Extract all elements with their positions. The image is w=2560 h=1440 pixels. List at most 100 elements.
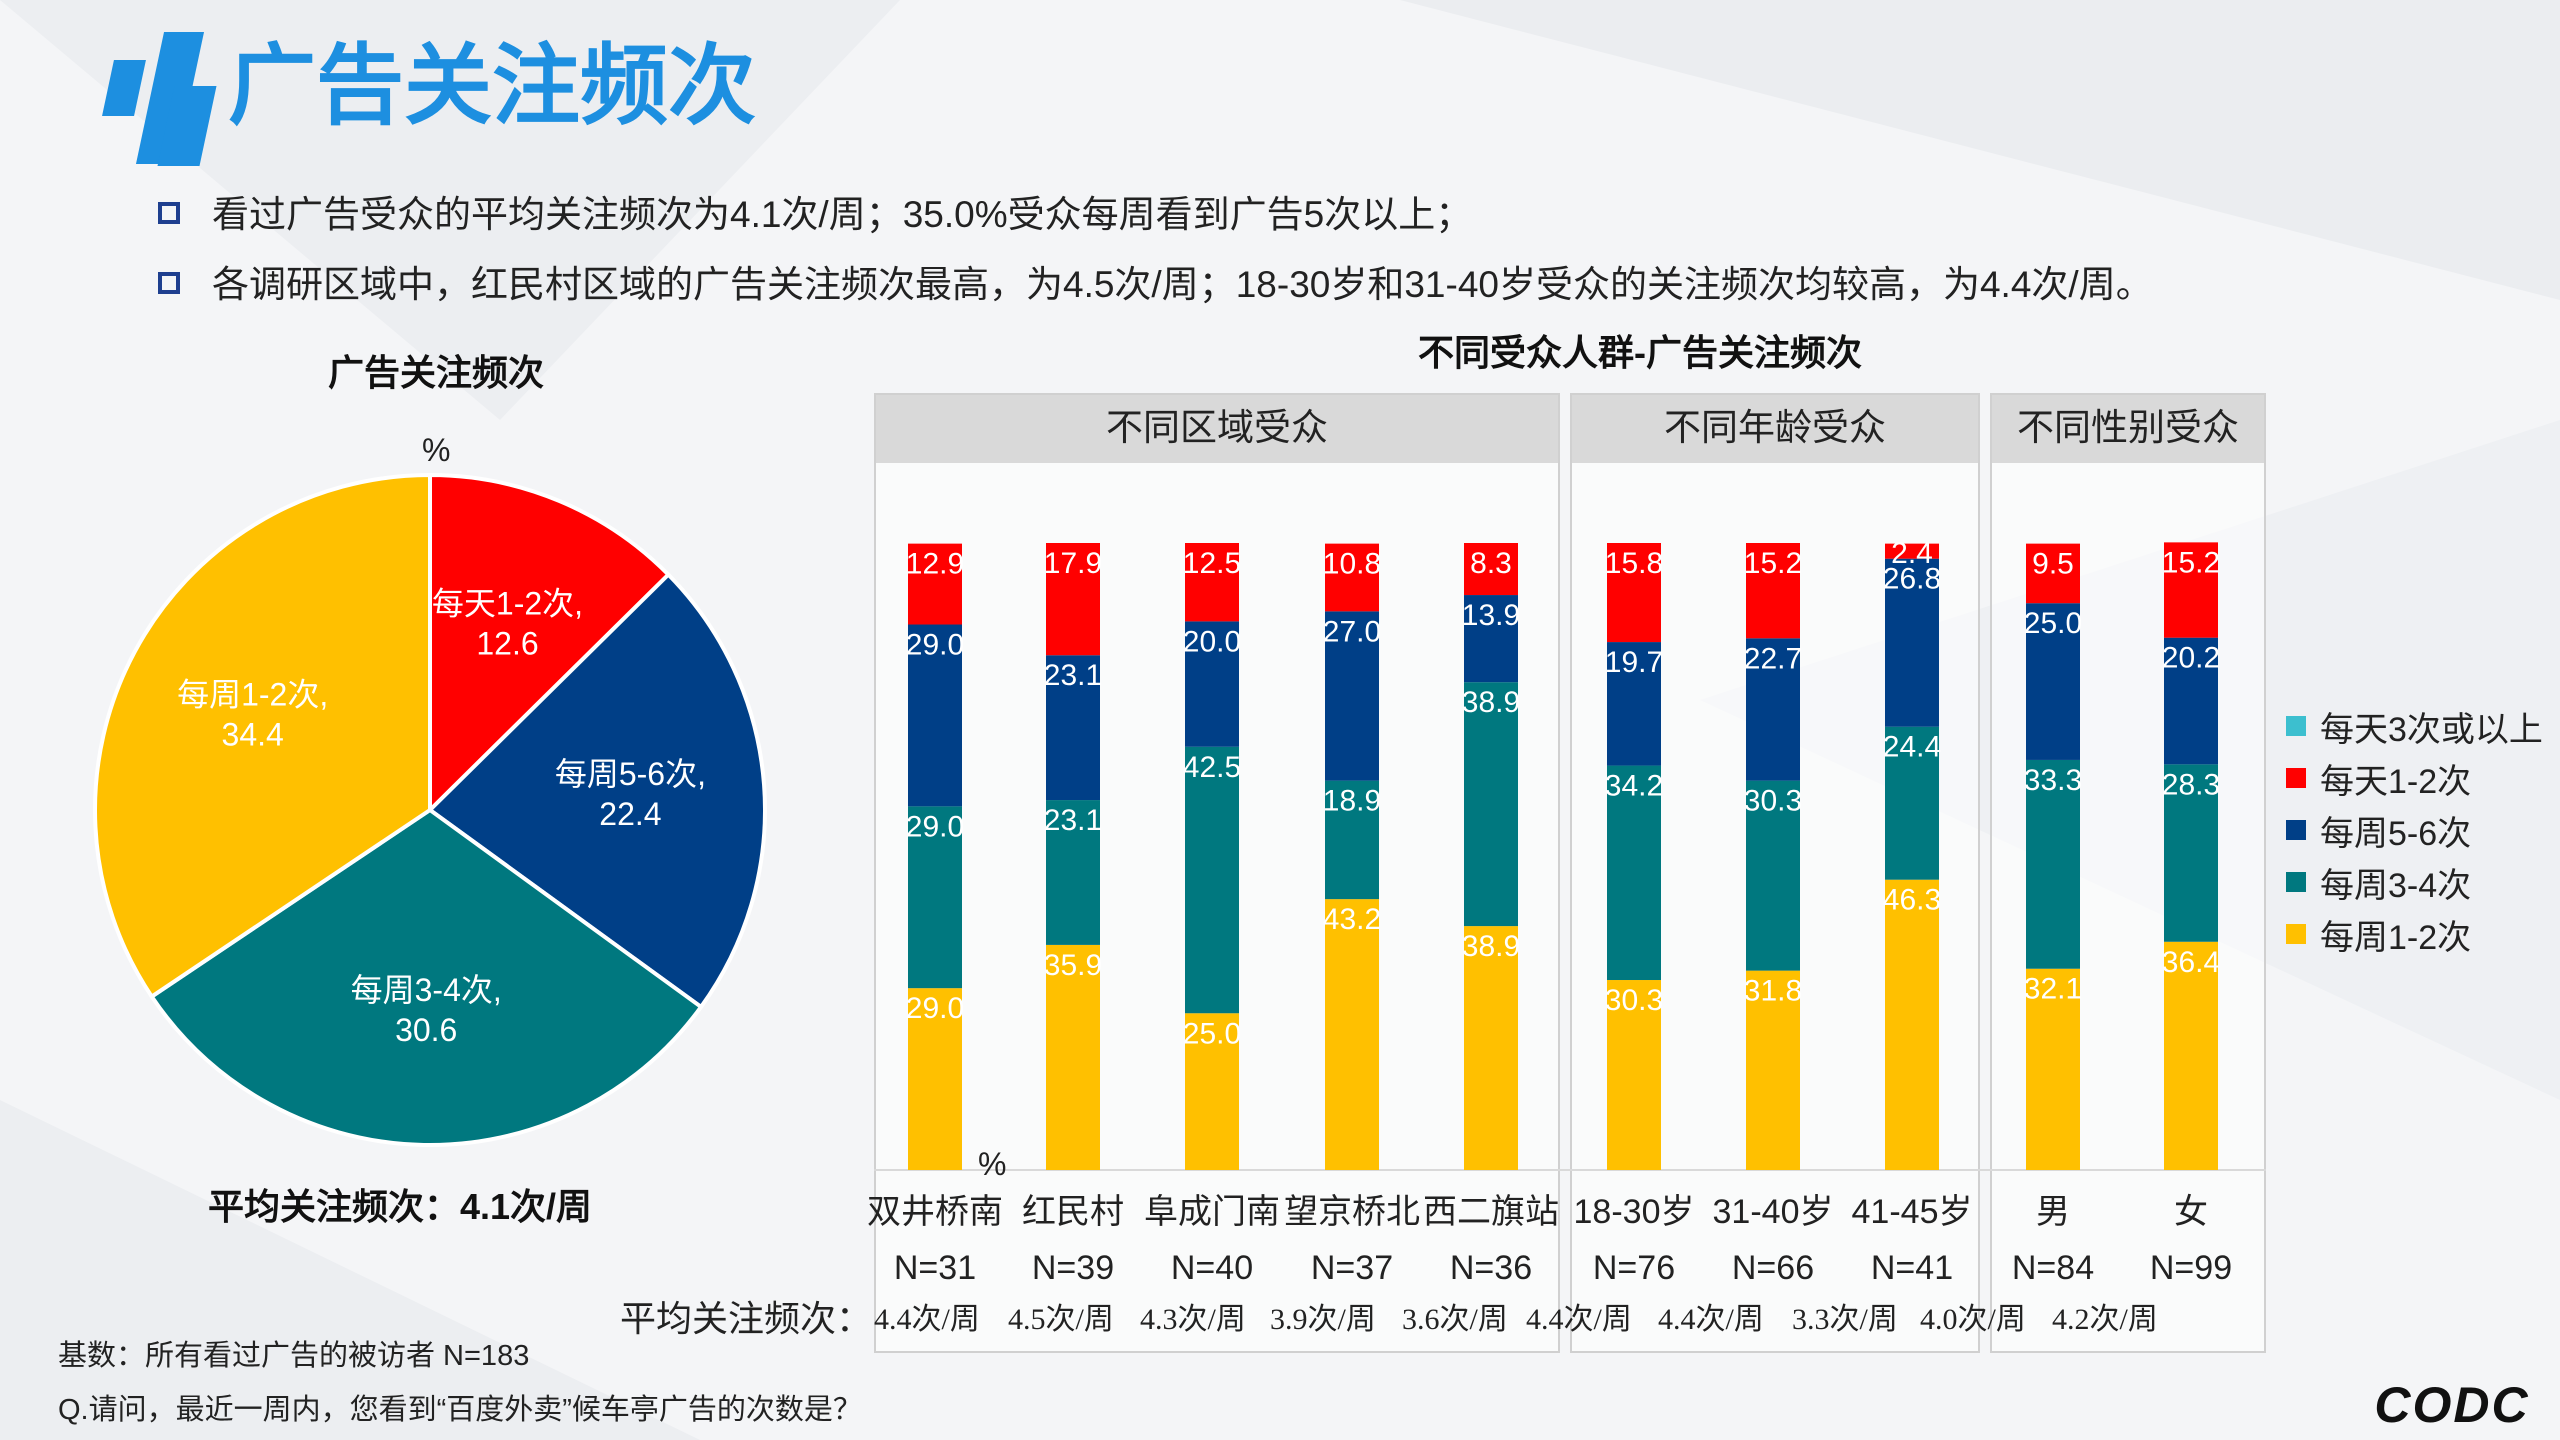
pie-slice-label: 每天1-2次, <box>432 586 583 622</box>
bar-segment <box>2164 764 2218 942</box>
bar-value-label: 20.0 <box>1183 625 1241 658</box>
bar-segment <box>1607 543 1661 643</box>
bar-value-label: 32.1 <box>2024 973 2082 1006</box>
bar-value-label: 9.5 <box>2032 548 2074 581</box>
bar-value-label: 34.2 <box>1605 770 1663 803</box>
pie-average: 平均关注频次：4.1次/周 <box>208 1186 593 1227</box>
pie-slice-label: 每周5-6次, <box>555 756 706 792</box>
avg-frequency-value: 3.6次/周 <box>1402 1303 1508 1336</box>
category-label: 女 <box>2174 1193 2208 1231</box>
bar-value-label: 30.3 <box>1744 785 1802 818</box>
legend-swatch <box>2286 924 2306 944</box>
legend: 每天3次或以上 每天1-2次 每周5-6次 每周3-4次 每周1-2次 <box>2286 700 2543 960</box>
bar-segment <box>1746 780 1800 971</box>
panel-gender-header: 不同性别受众 <box>1990 393 2266 463</box>
bar-value-label: 38.9 <box>1462 930 1520 963</box>
avg-frequency-value: 3.3次/周 <box>1792 1303 1898 1336</box>
avg-row-label: 平均关注频次： <box>620 1299 873 1339</box>
avg-frequency-value: 4.4次/周 <box>874 1303 980 1336</box>
legend-label: 每天1-2次 <box>2320 762 2472 801</box>
pie-slice <box>93 472 432 1000</box>
bullet-square-icon <box>158 272 180 295</box>
bar-segment <box>1464 926 1518 1170</box>
bar-segment <box>1885 558 1939 727</box>
sample-size-label: N=66 <box>1731 1249 1815 1287</box>
bar-segment <box>1607 980 1661 1170</box>
bar-segment <box>1185 746 1239 1014</box>
bar-value-label: 8.3 <box>1470 547 1512 580</box>
sample-size-label: N=76 <box>1592 1249 1676 1287</box>
pie-slice <box>428 472 672 815</box>
bar-segment <box>2026 759 2080 969</box>
bar-value-label: 19.7 <box>1605 646 1663 679</box>
bar-segment <box>1607 642 1661 766</box>
bar-segment <box>908 806 962 989</box>
pie-unit: % <box>422 432 451 468</box>
bar-value-label: 25.0 <box>2024 607 2082 640</box>
bar-unit: % <box>978 1146 1007 1182</box>
legend-item: 每天1-2次 <box>2286 752 2543 804</box>
legend-label: 每天3次或以上 <box>2320 710 2543 749</box>
bar-value-label: 18.9 <box>1323 785 1381 818</box>
avg-frequency-value: 4.4次/周 <box>1526 1303 1632 1336</box>
avg-frequency-value: 4.0次/周 <box>1920 1303 2026 1336</box>
bar-value-label: 23.1 <box>1044 804 1102 837</box>
bar-segment <box>2164 542 2218 638</box>
bar-segment <box>1046 655 1100 801</box>
pie-slice-value: 12.6 <box>476 626 538 662</box>
category-label: 红民村 <box>1022 1193 1124 1231</box>
bar-segment <box>1885 726 1939 880</box>
bar-value-label: 12.5 <box>1183 547 1241 580</box>
bar-value-label: 29.0 <box>906 810 964 843</box>
bar-segment <box>1746 970 1800 1170</box>
bar-title: 不同受众人群-广告关注频次 <box>1418 332 1862 373</box>
legend-swatch <box>2286 820 2306 840</box>
brand-logo: CODC <box>2374 1377 2529 1432</box>
category-label: 男 <box>2036 1193 2070 1231</box>
pie-slice <box>148 807 704 1147</box>
bar-value-label: 36.4 <box>2162 946 2220 979</box>
footnote-base: 基数：所有看过广告的被访者 N=183 <box>58 1340 530 1372</box>
bar-value-label: 15.2 <box>1744 547 1802 580</box>
bar-segment <box>1185 543 1239 622</box>
bar-value-label: 29.0 <box>906 629 964 662</box>
bar-value-label: 33.3 <box>2024 764 2082 797</box>
pie-slice-value: 34.4 <box>222 716 284 752</box>
bar-value-label: 15.2 <box>2162 546 2220 579</box>
legend-label: 每周3-4次 <box>2320 866 2472 905</box>
bar-segment <box>1046 944 1100 1170</box>
avg-frequency-value: 4.5次/周 <box>1008 1303 1114 1336</box>
bar-segment <box>2164 941 2218 1170</box>
avg-frequency-value: 3.9次/周 <box>1270 1303 1376 1336</box>
bullet-1: 看过广告受众的平均关注频次为4.1次/周；35.0%受众每周看到广告5次以上； <box>158 190 1472 240</box>
brand-logo-text: CODC <box>2374 1377 2529 1432</box>
bar-segment <box>1325 780 1379 900</box>
bar-segment <box>1746 638 1800 781</box>
pie-slice-label: 每周1-2次, <box>177 676 328 712</box>
avg-frequency-value: 4.4次/周 <box>1658 1303 1764 1336</box>
sample-size-label: N=37 <box>1310 1249 1394 1287</box>
bar-value-label: 28.3 <box>2162 768 2220 801</box>
bar-value-label: 43.2 <box>1323 903 1381 936</box>
legend-swatch <box>2286 872 2306 892</box>
bar-segment <box>1607 765 1661 981</box>
bar-value-label: 46.3 <box>1883 884 1941 917</box>
category-label: 双井桥南 <box>867 1193 1003 1231</box>
category-label: 西二旗站 <box>1423 1193 1559 1231</box>
pie-title: 广告关注频次 <box>328 352 545 393</box>
sample-size-label: N=84 <box>2011 1249 2095 1287</box>
legend-label: 每周5-6次 <box>2320 814 2472 853</box>
legend-item: 每周5-6次 <box>2286 804 2543 856</box>
bullet-1-text: 看过广告受众的平均关注频次为4.1次/周；35.0%受众每周看到广告5次以上； <box>212 194 1473 235</box>
legend-swatch <box>2286 716 2306 736</box>
category-label: 41-45岁 <box>1851 1193 1973 1231</box>
bar-segment <box>908 543 962 625</box>
legend-item: 每周3-4次 <box>2286 856 2543 908</box>
bar-value-label: 27.0 <box>1323 615 1381 648</box>
sample-size-label: N=41 <box>1870 1249 1954 1287</box>
avg-frequency-value: 4.2次/周 <box>2052 1303 2158 1336</box>
bullet-2-text: 各调研区域中，红民村区域的广告关注频次最高，为4.5次/周；18-30岁和31-… <box>212 264 2153 305</box>
bar-segment <box>1185 621 1239 747</box>
panel-gender-frame <box>1990 393 2266 1353</box>
